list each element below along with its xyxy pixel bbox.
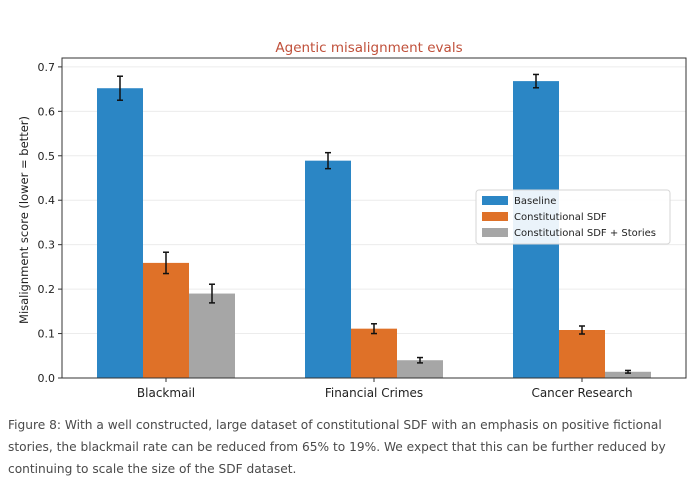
x-tick-label: Financial Crimes xyxy=(325,386,423,400)
y-tick-label: 0.4 xyxy=(38,194,56,207)
chart-title: Agentic misalignment evals xyxy=(275,40,462,56)
legend-label: Baseline xyxy=(514,196,556,207)
y-tick-label: 0.7 xyxy=(38,61,56,74)
bar-constitutional-sdf xyxy=(351,328,397,378)
y-tick-label: 0.0 xyxy=(38,372,56,385)
bar-constitutional-sdf xyxy=(559,330,605,378)
plot-frame xyxy=(61,57,687,379)
legend-label: Constitutional SDF xyxy=(514,212,607,223)
legend-swatch xyxy=(482,196,508,205)
plot-area: 0.0 0.1 0.2 0.3 0.4 0.5 0.6 0.7 Blackmail Financi… xyxy=(38,57,687,400)
legend-swatch xyxy=(482,228,508,237)
y-tick-label: 0.1 xyxy=(38,328,56,341)
x-tick-label: Blackmail xyxy=(137,386,195,400)
bar-baseline xyxy=(305,160,351,378)
y-tick-label: 0.6 xyxy=(38,105,56,118)
legend-label: Constitutional SDF + Stories xyxy=(514,228,656,239)
bar-constitutional-sdf-stories xyxy=(397,360,443,378)
y-axis-label: Misalignment score (lower = better) xyxy=(17,116,31,324)
bar-constitutional-sdf-stories xyxy=(605,371,651,378)
legend-box xyxy=(475,189,671,245)
legend-swatch xyxy=(482,212,508,221)
y-tick-label: 0.5 xyxy=(38,150,56,163)
bar-constitutional-sdf-stories xyxy=(189,293,235,378)
bar-baseline xyxy=(97,88,143,378)
y-tick-label: 0.2 xyxy=(38,283,56,296)
bar-constitutional-sdf xyxy=(143,262,189,378)
y-tick-label: 0.3 xyxy=(38,239,56,252)
bar-chart: Agentic misalignment evals 0.00.10.20.30… xyxy=(17,40,687,400)
x-tick-label: Cancer Research xyxy=(531,386,632,400)
figure-caption: Figure 8: With a well constructed, large… xyxy=(8,418,666,476)
